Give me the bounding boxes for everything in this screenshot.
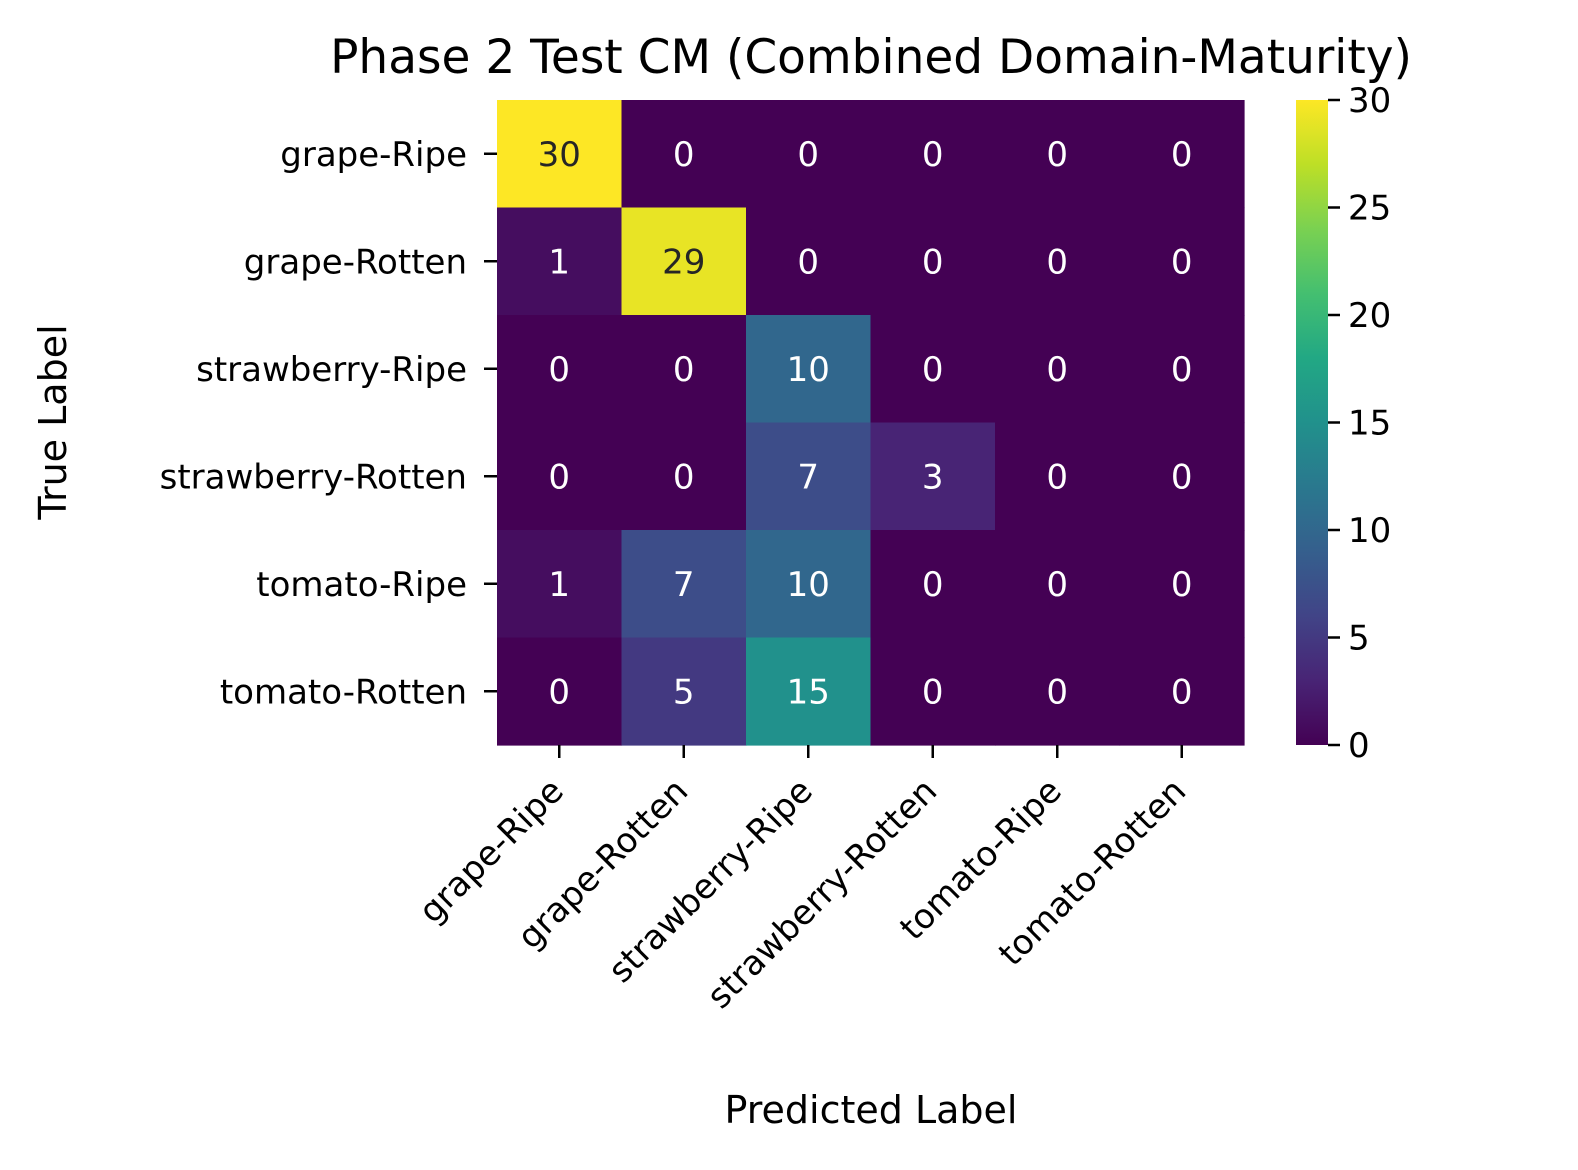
colorbar-tick-label: 0: [1348, 726, 1370, 766]
heatmap-cell: [995, 530, 1121, 639]
y-tick-label: strawberry-Ripe: [196, 350, 467, 390]
cell-value: 7: [673, 565, 695, 605]
cell-value: 0: [1171, 672, 1193, 712]
heatmap-cell: [746, 100, 872, 209]
heatmap-cell: [497, 207, 623, 316]
colorbar-tick-label: 5: [1348, 619, 1370, 659]
cell-value: 0: [1171, 565, 1193, 605]
heatmap-cell: [746, 530, 872, 639]
x-axis-label: Predicted Label: [725, 1088, 1018, 1132]
heatmap-cell: [621, 530, 747, 639]
cell-value: 5: [673, 672, 695, 712]
y-tick-label: tomato-Ripe: [256, 565, 467, 605]
cell-value: 0: [673, 457, 695, 497]
heatmap-cell: [621, 207, 747, 316]
cell-value: 0: [1046, 135, 1068, 175]
colorbar-ticks: 0 5 10 15 20 25 30: [1328, 81, 1391, 766]
y-tick-label: grape-Rotten: [244, 242, 467, 282]
cell-value: 0: [548, 350, 570, 390]
cell-value: 0: [673, 135, 695, 175]
heatmap-cell: [1119, 530, 1245, 639]
colorbar-tick-label: 30: [1348, 81, 1391, 121]
cell-value: 10: [787, 350, 830, 390]
cell-value: 0: [1046, 672, 1068, 712]
y-tick-label: tomato-Rotten: [220, 672, 467, 712]
heatmap-cell: [995, 422, 1121, 531]
heatmap-cell: [870, 315, 996, 424]
heatmap-cell: [995, 315, 1121, 424]
y-tick-label: grape-Ripe: [280, 135, 467, 175]
cell-value: 7: [797, 457, 819, 497]
cell-annotations: 30 0 0 0 0 01 29 0 0 0 00 0 10 0 0 00 0 7 3 0 01 7 10 0 0 00 5 15 0 0…: [538, 135, 1193, 713]
colorbar-tick-label: 15: [1348, 404, 1391, 444]
heatmap-cell: [621, 422, 747, 531]
heatmap-cell: [870, 530, 996, 639]
cell-value: 0: [922, 565, 944, 605]
cell-value: 0: [1171, 457, 1193, 497]
cell-value: 0: [1171, 242, 1193, 282]
heatmap-cell: [995, 100, 1121, 209]
heatmap-cell: [621, 100, 747, 209]
heatmap-cell: [870, 207, 996, 316]
heatmap-cell: [1119, 422, 1245, 531]
x-axis-ticks: grape-Ripegrape-Rottenstrawberry-Ripestr…: [411, 745, 1194, 1017]
colorbar-tick-label: 25: [1348, 189, 1391, 229]
cell-value: 0: [1171, 135, 1193, 175]
heatmap-cell: [870, 637, 996, 746]
heatmap-cell: [1119, 637, 1245, 746]
cell-value: 0: [1171, 350, 1193, 390]
cell-value: 0: [1046, 242, 1068, 282]
heatmap-cell: [621, 315, 747, 424]
heatmap-cell: [746, 315, 872, 424]
cell-value: 30: [538, 135, 581, 175]
heatmap-cell: [497, 637, 623, 746]
heatmap-cell: [497, 100, 623, 209]
cell-value: 29: [662, 242, 705, 282]
heatmap-cell: [995, 637, 1121, 746]
heatmap-cell: [621, 637, 747, 746]
cell-value: 0: [922, 135, 944, 175]
cell-value: 0: [797, 135, 819, 175]
heatmap-cell: [497, 530, 623, 639]
colorbar-tick-label: 20: [1348, 296, 1391, 336]
heatmap-cell: [746, 207, 872, 316]
y-axis-label: True Label: [31, 324, 75, 520]
cell-value: 0: [922, 242, 944, 282]
cell-value: 0: [673, 350, 695, 390]
cell-value: 10: [787, 565, 830, 605]
heatmap-cell: [497, 422, 623, 531]
heatmap-cell: [1119, 315, 1245, 424]
cell-value: 0: [1046, 565, 1068, 605]
cell-value: 15: [787, 672, 830, 712]
heatmap-cells: [497, 100, 1245, 746]
cell-value: 0: [548, 672, 570, 712]
x-tick-label: strawberry-Rotten: [699, 771, 945, 1017]
cell-value: 0: [922, 672, 944, 712]
cell-value: 0: [922, 350, 944, 390]
cell-value: 3: [922, 457, 944, 497]
heatmap-cell: [497, 315, 623, 424]
cell-value: 1: [548, 565, 570, 605]
cell-value: 0: [797, 242, 819, 282]
heatmap-cell: [870, 100, 996, 209]
heatmap-cell: [870, 422, 996, 531]
y-tick-label: strawberry-Rotten: [160, 457, 467, 497]
heatmap-cell: [1119, 207, 1245, 316]
chart-title: Phase 2 Test CM (Combined Domain-Maturit…: [330, 30, 1412, 85]
cell-value: 0: [548, 457, 570, 497]
colorbar-tick-label: 10: [1348, 511, 1391, 551]
heatmap-cell: [1119, 100, 1245, 209]
heatmap-cell: [746, 422, 872, 531]
heatmap-cell: [995, 207, 1121, 316]
cell-value: 0: [1046, 457, 1068, 497]
colorbar: [1296, 100, 1328, 745]
heatmap-cell: [746, 637, 872, 746]
cell-value: 0: [1046, 350, 1068, 390]
y-axis-ticks: grape-Ripe grape-Rotten strawberry-Ripe str…: [160, 135, 497, 712]
cell-value: 1: [548, 242, 570, 282]
